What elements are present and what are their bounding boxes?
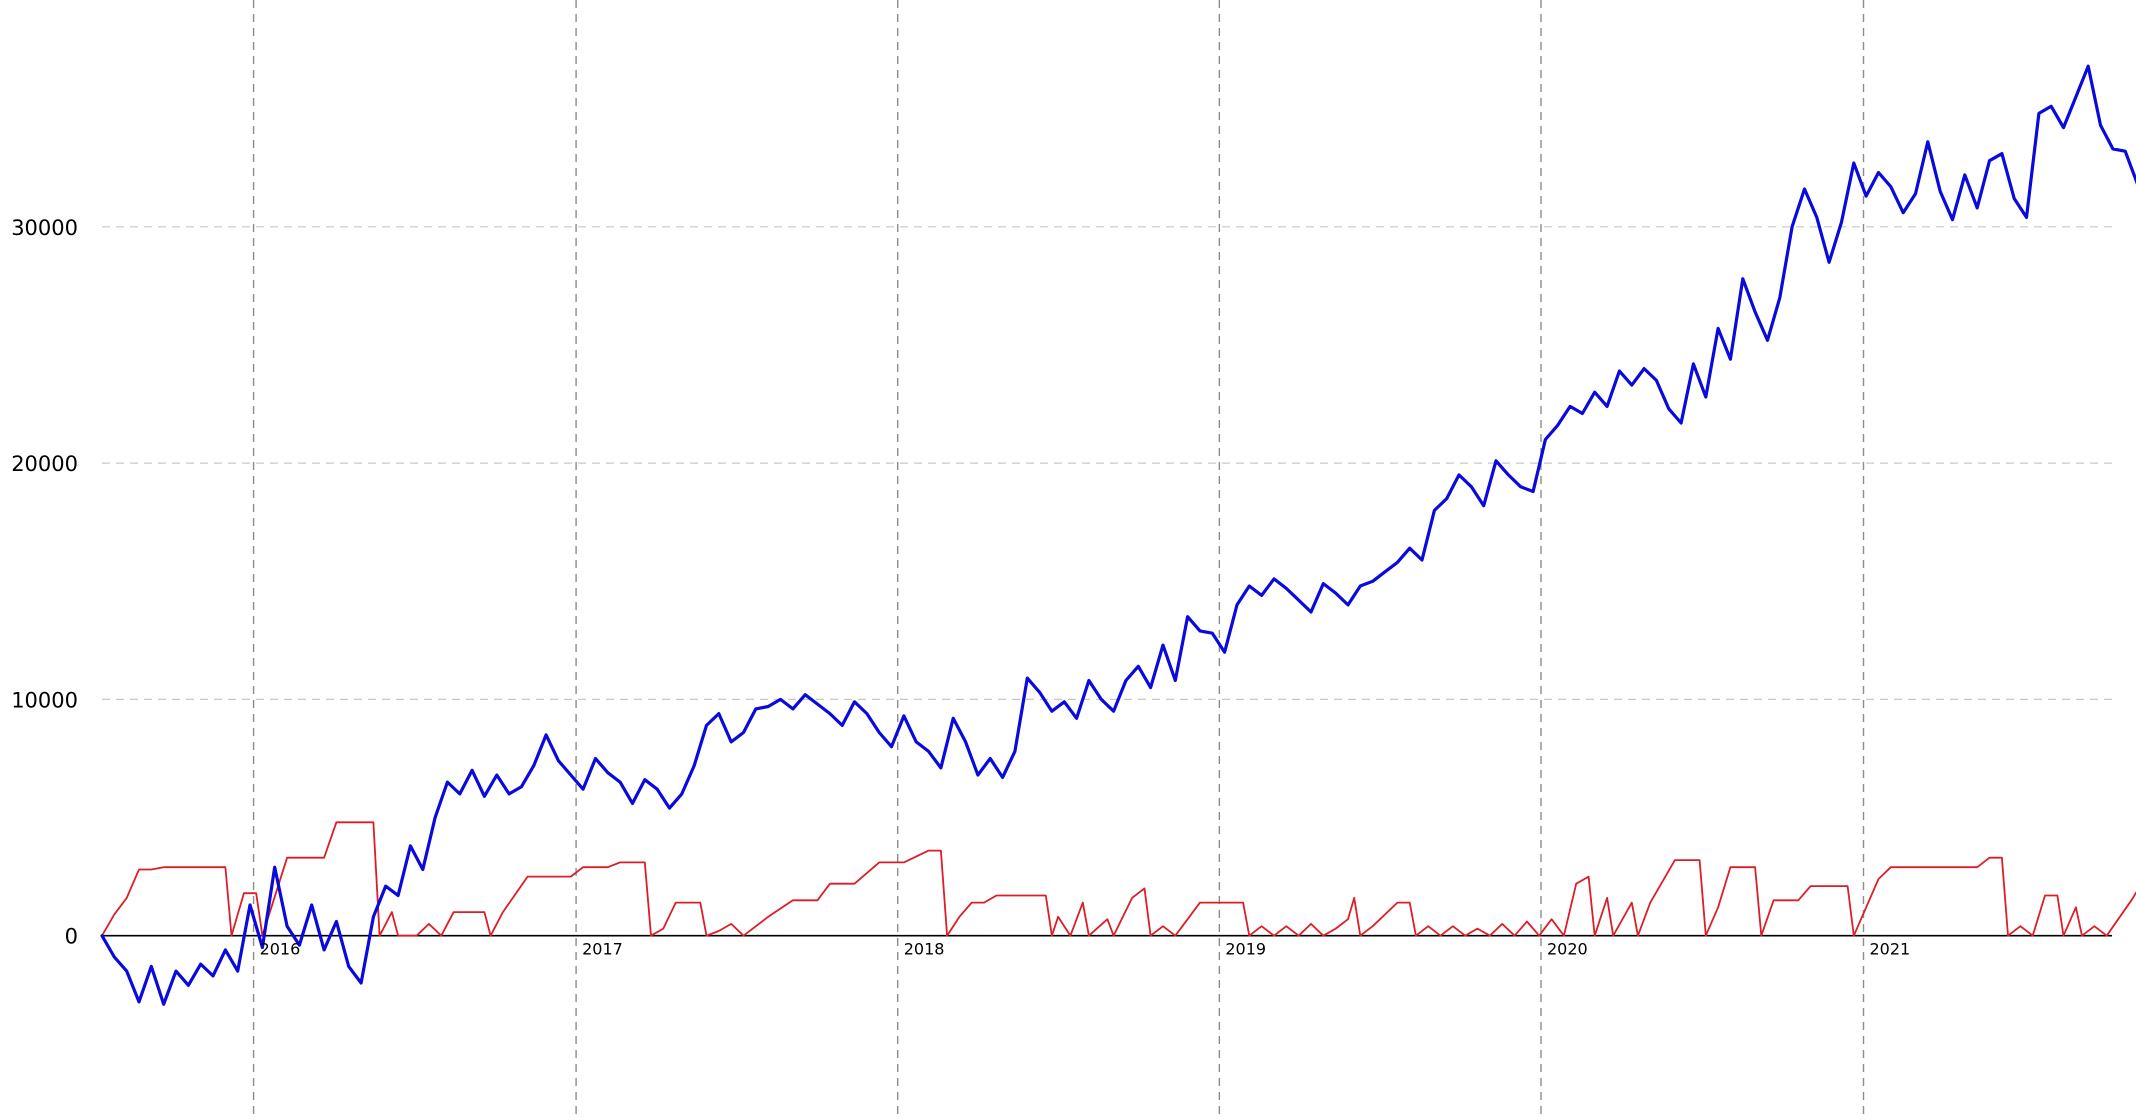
x-tick-label-2019: 2019 (1225, 940, 1266, 959)
series-layer (100, 64, 2136, 1006)
y-tick-label-30000: 30000 (11, 216, 78, 240)
x-tick-label-2017: 2017 (582, 940, 623, 959)
x-tick-label-2021: 2021 (1870, 940, 1911, 959)
series-line-blue (100, 64, 2136, 1006)
series-line-red (101, 821, 2136, 937)
grid-layer (102, 0, 2112, 1120)
x-tick-label-2020: 2020 (1547, 940, 1588, 959)
y-tick-label-0: 0 (65, 925, 78, 949)
x-tick-label-2016: 2016 (260, 940, 301, 959)
tick-label-layer: 0 10000 20000 30000 2016 2017 2018 2019 2020 2021 (11, 216, 1910, 959)
y-tick-label-10000: 10000 (11, 688, 78, 712)
y-tick-label-20000: 20000 (11, 452, 78, 476)
x-tick-label-2018: 2018 (904, 940, 945, 959)
